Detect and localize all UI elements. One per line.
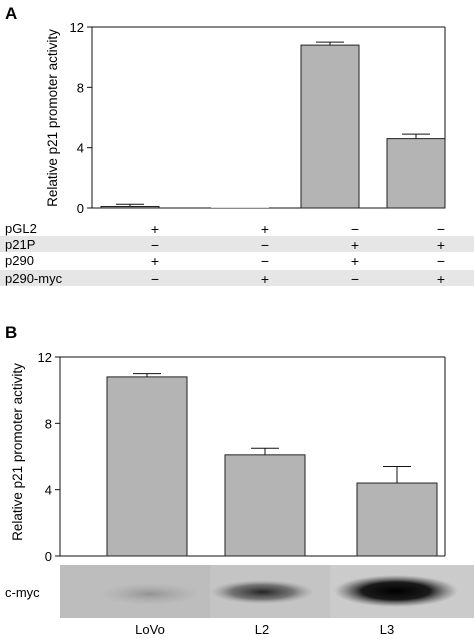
condition-sign: + (437, 237, 445, 253)
panel-a-y-axis-title: Relative p21 promoter activity (45, 29, 60, 207)
y-tick-label: 4 (77, 141, 84, 156)
condition-sign: − (151, 271, 159, 287)
y-tick-label: 8 (45, 416, 52, 431)
category-label: LoVo (135, 622, 165, 637)
panel-b-y-axis-title: Relative p21 promoter activity (10, 363, 25, 541)
panel-a-label: A (5, 4, 17, 23)
category-label: L3 (380, 622, 394, 637)
bar (356, 482, 438, 557)
panel-b-bars (106, 373, 438, 557)
condition-label: p290 (5, 253, 34, 268)
bar (224, 454, 306, 557)
condition-sign: + (351, 253, 359, 269)
panel-b-label: B (5, 323, 17, 342)
condition-label: pGL2 (5, 221, 37, 236)
condition-sign: − (351, 221, 359, 237)
condition-sign: + (261, 271, 269, 287)
y-tick-label: 0 (77, 201, 84, 216)
table-row-stripe (0, 270, 474, 286)
y-tick-label: 12 (70, 20, 84, 35)
condition-sign: − (437, 253, 445, 269)
condition-sign: − (437, 221, 445, 237)
y-tick-label: 12 (38, 350, 52, 365)
panel-a-bars (100, 41, 446, 209)
blot-band-l2 (210, 580, 314, 604)
category-label: L2 (255, 622, 269, 637)
bar (300, 44, 360, 209)
condition-sign: + (151, 221, 159, 237)
bar (100, 205, 160, 209)
condition-sign: − (351, 271, 359, 287)
blot-band-lovo (100, 583, 200, 605)
blot-label: c-myc (5, 585, 40, 600)
y-tick-label: 4 (45, 483, 52, 498)
condition-table: pGL2 + + − −p21P − − + +p290 + − + −p290-myc − + − + (0, 221, 474, 287)
y-tick-label: 0 (45, 549, 52, 564)
condition-sign: − (261, 253, 269, 269)
condition-sign: + (261, 221, 269, 237)
condition-sign: − (261, 237, 269, 253)
condition-sign: + (151, 253, 159, 269)
condition-label: p290-myc (5, 271, 63, 286)
panel-b-category-labels: LoVo L2 L3 (135, 622, 394, 637)
condition-sign: + (437, 271, 445, 287)
bar (211, 207, 269, 208)
condition-sign: + (351, 237, 359, 253)
y-tick-label: 8 (77, 80, 84, 95)
table-row-stripe (0, 236, 474, 252)
condition-label: p21P (5, 237, 35, 252)
condition-sign: − (151, 237, 159, 253)
bar (386, 138, 446, 209)
western-blot: c-myc (5, 565, 474, 618)
bar (106, 376, 188, 557)
blot-band-l3 (334, 575, 458, 607)
